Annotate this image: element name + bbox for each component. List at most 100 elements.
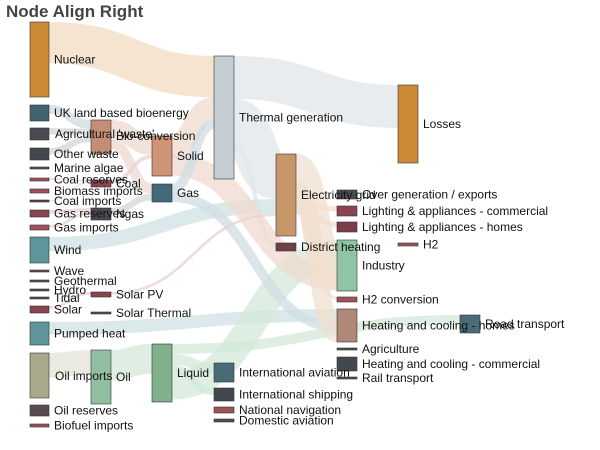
link-nuclear-to-thermal-generation [48, 22, 215, 98]
node-label-agricultural-waste: Agricultural 'waste' [55, 127, 154, 141]
link-agricultural-waste-to-bio-conversion [48, 128, 92, 136]
link-gas-to-thermal-generation [170, 119, 216, 194]
node-bio-conversion[interactable] [90, 119, 112, 155]
node-industry[interactable] [336, 239, 358, 292]
node-lighting-appliances-commercial[interactable] [336, 205, 358, 217]
node-label-marine-algae: Marine algae [54, 161, 124, 175]
node-label-gas-imports: Gas imports [54, 221, 119, 235]
node-international-aviation[interactable] [213, 362, 235, 383]
link-solar-pv-to-electricity-grid [110, 213, 277, 295]
node-losses[interactable] [397, 84, 419, 164]
node-label-lighting-appliances-homes: Lighting & appliances - homes [362, 220, 523, 234]
node-label-wave: Wave [54, 264, 85, 278]
node-wave[interactable] [29, 269, 50, 273]
node-label-coal-imports: Coal imports [54, 194, 121, 208]
node-gas-imports[interactable] [29, 224, 50, 231]
node-biomass-imports[interactable] [29, 188, 50, 194]
node-label-national-navigation: National navigation [239, 403, 341, 417]
node-label-international-aviation: International aviation [239, 366, 350, 380]
node-label-international-shipping: International shipping [239, 388, 353, 402]
node-pumped-heat[interactable] [29, 321, 50, 346]
node-label-domestic-aviation: Domestic aviation [239, 414, 334, 428]
node-heating-and-cooling-commercial[interactable] [336, 356, 358, 372]
node-label-oil: Oil [116, 370, 131, 384]
node-thermal-generation[interactable] [213, 55, 235, 180]
link-other-waste-to-bio-conversion [48, 135, 92, 155]
node-liquid[interactable] [151, 343, 173, 403]
node-national-navigation[interactable] [213, 406, 235, 414]
node-label-bio-conversion: Bio-conversion [116, 129, 195, 143]
node-biofuel-imports[interactable] [29, 423, 50, 428]
node-label-biomass-imports: Biomass imports [54, 184, 143, 198]
node-tidal[interactable] [29, 296, 50, 300]
link-electricity-grid-to-h2-conversion [295, 211, 338, 300]
node-other-waste[interactable] [29, 147, 50, 161]
node-geothermal[interactable] [29, 279, 50, 283]
node-label-coal-reserves: Coal reserves [54, 173, 128, 187]
node-hydro[interactable] [29, 288, 50, 292]
chart-title: Node Align Right [6, 2, 144, 21]
link-bio-conversion-to-solid [110, 120, 153, 155]
node-rail-transport[interactable] [336, 376, 358, 380]
link-coal-imports-to-coal [48, 181, 92, 202]
node-coal[interactable] [90, 179, 112, 188]
node-agricultural-waste[interactable] [29, 127, 50, 141]
link-coal-reserves-to-coal [48, 178, 92, 182]
link-oil-to-liquid [110, 344, 153, 380]
node-label-gas-reserves: Gas reserves [54, 207, 125, 221]
node-international-shipping[interactable] [213, 387, 235, 402]
node-solar-thermal[interactable] [90, 311, 112, 315]
node-heating-and-cooling-homes[interactable] [336, 308, 358, 343]
node-marine-algae[interactable] [29, 166, 50, 170]
node-road-transport[interactable] [459, 314, 481, 334]
link-gas-imports-to-ngas [48, 211, 92, 228]
node-h2[interactable] [397, 242, 419, 247]
node-label-agriculture: Agriculture [362, 342, 420, 356]
node-coal-imports[interactable] [29, 199, 50, 203]
sankey-nodes [29, 21, 481, 428]
node-wind[interactable] [29, 236, 50, 264]
node-oil-reserves[interactable] [29, 404, 50, 417]
node-uk-land-based-bioenergy[interactable] [29, 104, 50, 122]
node-label-oil-reserves: Oil reserves [54, 404, 118, 418]
node-over-generation-exports[interactable] [336, 189, 358, 200]
link-solar-to-solar-pv [48, 292, 92, 309]
node-label-h2-conversion: H2 conversion [362, 293, 439, 307]
node-solar-pv[interactable] [90, 291, 112, 298]
node-label-biofuel-imports: Biofuel imports [54, 419, 133, 433]
node-h2-conversion[interactable] [336, 296, 358, 303]
node-label-h2: H2 [423, 238, 439, 252]
node-oil-imports[interactable] [29, 352, 50, 399]
node-domestic-aviation[interactable] [213, 418, 235, 423]
node-ngas[interactable] [90, 207, 112, 221]
node-oil[interactable] [90, 349, 112, 405]
node-label-geothermal: Geothermal [54, 274, 117, 288]
node-label-solar-thermal: Solar Thermal [116, 306, 191, 320]
node-label-coal: Coal [116, 177, 141, 191]
sankey-links [48, 22, 461, 400]
node-lighting-appliances-homes[interactable] [336, 221, 358, 233]
node-solar[interactable] [29, 305, 50, 314]
node-gas-reserves[interactable] [29, 209, 50, 218]
node-electricity-grid[interactable] [275, 153, 297, 237]
node-district-heating[interactable] [275, 242, 297, 252]
node-label-heating-and-cooling-homes: Heating and cooling - homes [362, 319, 515, 333]
node-agriculture[interactable] [336, 347, 358, 351]
node-label-district-heating: District heating [301, 240, 380, 254]
node-solid[interactable] [151, 135, 173, 177]
node-coal-reserves[interactable] [29, 177, 50, 182]
node-nuclear[interactable] [29, 21, 50, 98]
link-coal-to-solid [110, 154, 153, 184]
node-label-solid: Solid [177, 149, 204, 163]
node-label-tidal: Tidal [54, 291, 80, 305]
link-solid-to-thermal-generation [169, 97, 217, 158]
link-ngas-to-gas [110, 193, 153, 215]
link-gas-reserves-to-ngas [48, 208, 92, 214]
node-gas[interactable] [151, 183, 173, 203]
node-label-liquid: Liquid [177, 366, 209, 380]
link-electricity-grid-to-heating-and-cooling-homes [291, 182, 342, 342]
link-oil-imports-to-oil [48, 350, 92, 378]
link-electricity-grid-to-lighting-appliances-commercial [295, 200, 338, 212]
node-label-wind: Wind [54, 243, 81, 257]
node-label-gas: Gas [177, 186, 199, 200]
